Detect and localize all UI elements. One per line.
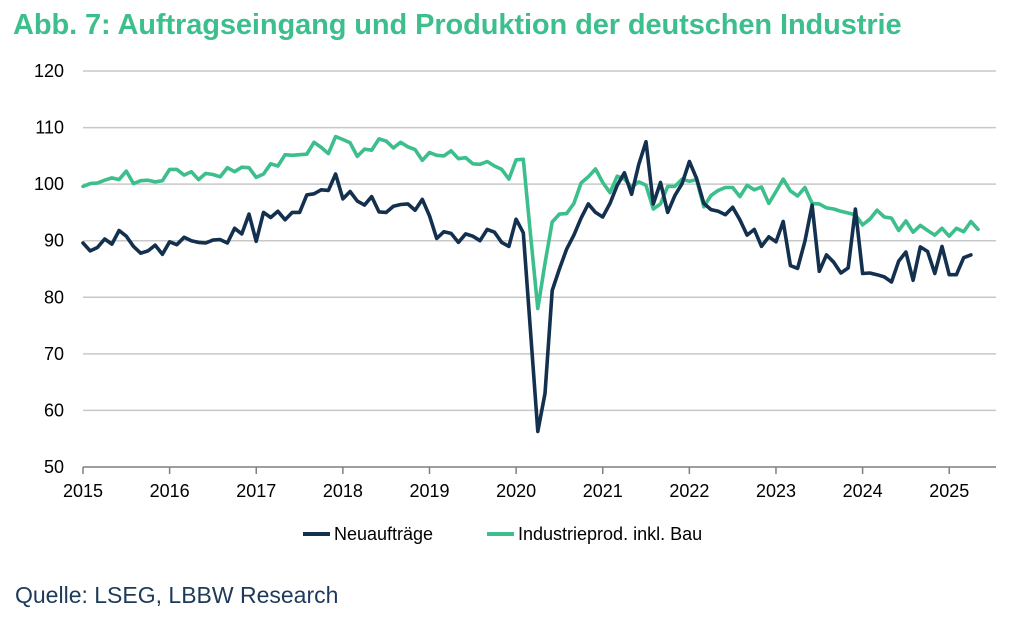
y-tick-label: 80	[44, 287, 64, 307]
x-tick-label: 2023	[756, 481, 796, 501]
chart-title: Abb. 7: Auftragseingang und Produktion d…	[13, 9, 902, 41]
x-tick-label: 2021	[583, 481, 623, 501]
y-tick-label: 100	[34, 174, 64, 194]
y-tick-label: 90	[44, 231, 64, 251]
y-tick-label: 50	[44, 457, 64, 477]
x-tick-label: 2017	[236, 481, 276, 501]
y-tick-label: 120	[34, 61, 64, 81]
x-tick-label: 2022	[669, 481, 709, 501]
x-axis: 2015 2016 2017 2018 2019 2020 2021 2022 2023 2024…	[63, 466, 996, 501]
legend-label-neuauftraege: Neuaufträge	[334, 524, 433, 544]
x-tick-label: 2019	[409, 481, 449, 501]
x-tick-label: 2025	[929, 481, 969, 501]
legend-label-industrieproduktion: Industrieprod. inkl. Bau	[518, 524, 702, 544]
x-tick-label: 2015	[63, 481, 103, 501]
legend: Neuaufträge Industrieprod. inkl. Bau	[303, 524, 702, 544]
y-tick-label: 60	[44, 400, 64, 420]
y-axis-ticks: 50 60 70 80 90 100 110 120	[34, 61, 64, 477]
x-tick-label: 2018	[323, 481, 363, 501]
x-tick-label: 2020	[496, 481, 536, 501]
y-tick-label: 70	[44, 344, 64, 364]
x-tick-label: 2016	[150, 481, 190, 501]
x-tick-label: 2024	[843, 481, 883, 501]
series-line-industrieproduktion	[81, 134, 980, 311]
series-line-neuauftraege	[81, 139, 973, 434]
y-tick-label: 110	[35, 118, 64, 138]
series-lines	[81, 134, 980, 434]
source-note: Quelle: LSEG, LBBW Research	[15, 582, 339, 608]
